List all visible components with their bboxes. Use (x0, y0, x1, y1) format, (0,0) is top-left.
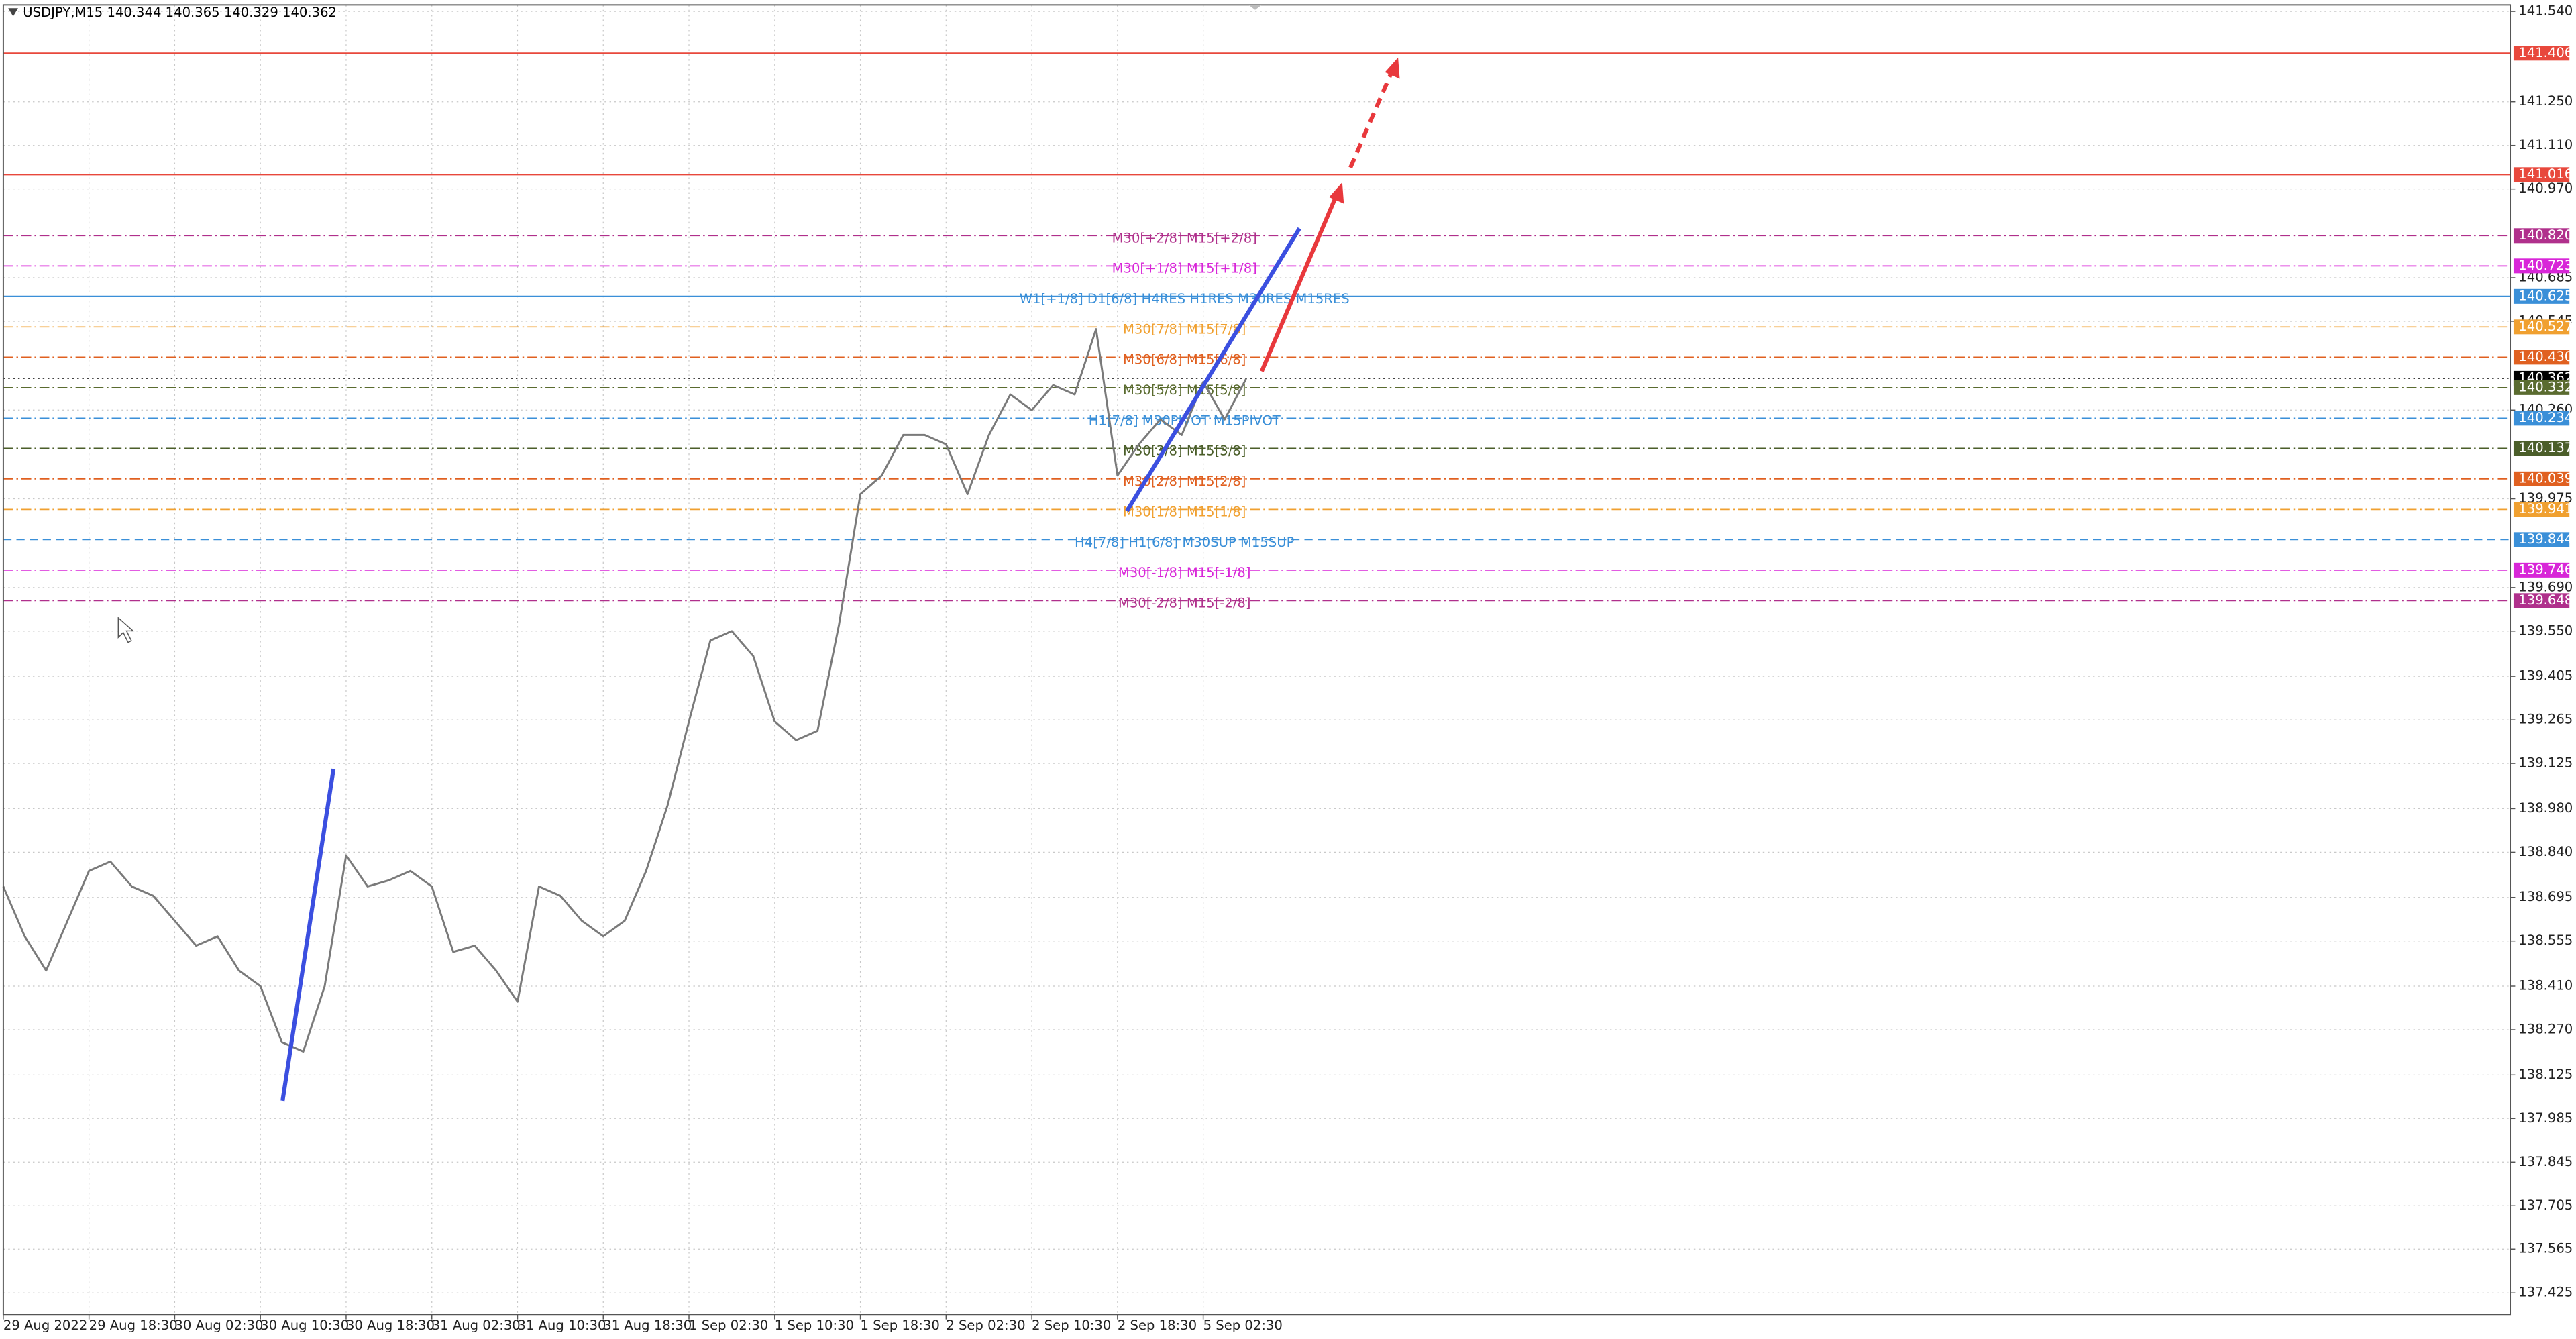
y-tick-label: 141.110 (2518, 137, 2573, 152)
mouse-cursor (117, 617, 135, 643)
level-label: M30[1/8] M15[1/8] (1123, 504, 1246, 520)
price-tag-label: 140.820 (2518, 227, 2573, 243)
y-tick-label: 138.555 (2518, 932, 2573, 948)
x-tick-label: 29 Aug 2022 (3, 1318, 87, 1333)
price-line (2, 328, 1247, 1053)
y-tick-label: 139.690 (2518, 579, 2573, 594)
price-tag-label: 140.430 (2518, 349, 2573, 364)
y-tick-label: 139.405 (2518, 668, 2573, 684)
price-tag (2513, 228, 2570, 244)
price-tag-label: 140.527 (2518, 319, 2573, 334)
x-tick-label: 2 Sep 18:30 (1118, 1318, 1197, 1333)
price-tag-label: 140.625 (2518, 288, 2573, 303)
price-tag-label: 141.016 (2518, 166, 2573, 182)
price-tag (2513, 350, 2570, 365)
level-label: H1[7/8] M30PIVOT M15PIVOT (1089, 413, 1281, 429)
price-tag (2513, 288, 2570, 304)
arrow-line (1259, 196, 1338, 372)
price-tag-label: 139.941 (2518, 501, 2573, 517)
plot (2, 328, 1247, 1053)
x-tick-label: 31 Aug 10:30 (517, 1318, 606, 1333)
price-tag (2513, 167, 2570, 182)
price-tag-label: 139.844 (2518, 531, 2573, 547)
x-tick-label: 30 Aug 18:30 (346, 1318, 435, 1333)
price-tag-label: 140.332 (2518, 379, 2573, 394)
price-tag-label: 140.137 (2518, 440, 2573, 456)
x-tick-label: 31 Aug 18:30 (603, 1318, 692, 1333)
y-tick-label: 137.425 (2518, 1285, 2573, 1300)
y-tick-label: 137.565 (2518, 1241, 2573, 1256)
levels: M30[+2/8] M15[+2/8] M30[+1/8] M15[+1/8] W1… (3, 52, 2511, 611)
y-tick-label: 139.550 (2518, 623, 2573, 638)
level-label: M30[+1/8] M15[+1/8] (1112, 261, 1257, 276)
y-tick-label: 141.250 (2518, 93, 2573, 109)
x-tick-label: 1 Sep 10:30 (775, 1318, 854, 1333)
y-tick-label: 137.985 (2518, 1110, 2573, 1126)
x-tick-label: 1 Sep 02:30 (689, 1318, 768, 1333)
price-tag (2513, 319, 2570, 335)
y-tick-label: 140.970 (2518, 180, 2573, 196)
level-label: M30[2/8] M15[2/8] (1123, 474, 1246, 489)
y-tick-label: 139.125 (2518, 755, 2573, 771)
x-tick-label: 30 Aug 02:30 (174, 1318, 263, 1333)
x-tick-label: 31 Aug 02:30 (432, 1318, 521, 1333)
symbol-icon (8, 8, 18, 17)
price-tag (2513, 258, 2570, 274)
price-tag-label: 139.746 (2518, 561, 2573, 577)
y-tick-label: 138.410 (2518, 978, 2573, 994)
level-label: M30[5/8] M15[5/8] (1123, 382, 1246, 398)
y-tick-label: 138.270 (2518, 1021, 2573, 1036)
y-tick-label: 139.265 (2518, 712, 2573, 727)
y-tick-label: 138.840 (2518, 844, 2573, 859)
y-tick-label: 137.705 (2518, 1197, 2573, 1213)
price-tag-label: 140.723 (2518, 258, 2573, 273)
y-tick-label: 138.980 (2518, 800, 2573, 816)
y-tick-label: 139.975 (2518, 490, 2573, 506)
price-tag (2513, 46, 2570, 61)
grid (3, 5, 2511, 1315)
scroll-marker (1248, 5, 1262, 10)
level-label: H4[7/8] H1[6/8] M30SUP M15SUP (1075, 535, 1295, 550)
x-tick-label: 5 Sep 02:30 (1203, 1318, 1283, 1333)
y-tick-label: 138.695 (2518, 889, 2573, 904)
price-tag-label: 140.039 (2518, 470, 2573, 486)
level-label: M30[6/8] M15[6/8] (1123, 352, 1246, 368)
level-label: M30[3/8] M15[3/8] (1123, 443, 1246, 459)
level-label: W1[+1/8] D1[6/8] H4RES H1RES M30RES M15R… (1020, 291, 1350, 307)
trend-line (280, 768, 336, 1102)
level-label: M30[-2/8] M15[-2/8] (1118, 596, 1251, 611)
x-tick-label: 2 Sep 02:30 (946, 1318, 1025, 1333)
arrow-head (1385, 57, 1400, 79)
price-tag-label: 140.234 (2518, 410, 2573, 425)
arrow-head (1329, 182, 1344, 204)
price-tag (2513, 380, 2570, 395)
price-tag (2513, 471, 2570, 486)
y-tick-label: 141.540 (2518, 3, 2573, 19)
level-label: M30[-1/8] M15[-1/8] (1118, 565, 1251, 580)
price-tag (2513, 593, 2570, 608)
level-label: M30[7/8] M15[7/8] (1123, 322, 1246, 337)
trend-line (1125, 227, 1301, 513)
y-tick-label: 138.125 (2518, 1067, 2573, 1082)
x-tick-label: 1 Sep 18:30 (861, 1318, 940, 1333)
level-label: M30[+2/8] M15[+2/8] (1112, 231, 1257, 246)
x-tick-label: 30 Aug 10:30 (260, 1318, 349, 1333)
arrow-line (1348, 71, 1394, 169)
price-tag-label: 139.648 (2518, 592, 2573, 608)
price-tag-label: 141.406 (2518, 45, 2573, 60)
price-tag (2513, 411, 2570, 426)
x-tick-label: 29 Aug 18:30 (89, 1318, 178, 1333)
price-tag (2513, 562, 2570, 578)
price-tag (2513, 441, 2570, 456)
x-tick-label: 2 Sep 10:30 (1032, 1318, 1111, 1333)
price-tag (2513, 532, 2570, 547)
price-tag (2513, 502, 2570, 517)
chart-title: USDJPY,M15 140.344 140.365 140.329 140.3… (23, 5, 337, 20)
y-tick-label: 137.845 (2518, 1154, 2573, 1169)
